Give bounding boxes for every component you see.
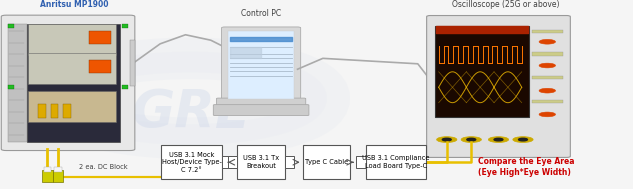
Circle shape xyxy=(539,40,556,44)
FancyBboxPatch shape xyxy=(213,105,309,115)
FancyBboxPatch shape xyxy=(427,15,570,157)
FancyBboxPatch shape xyxy=(8,24,27,142)
Bar xyxy=(8,24,14,28)
Bar xyxy=(51,104,58,118)
Polygon shape xyxy=(222,156,231,168)
Text: Type C Cable: Type C Cable xyxy=(304,159,348,165)
Circle shape xyxy=(489,137,509,143)
FancyBboxPatch shape xyxy=(27,24,120,142)
Bar xyxy=(89,31,111,44)
Bar xyxy=(54,167,62,172)
Bar xyxy=(532,53,563,56)
Circle shape xyxy=(437,137,457,143)
Text: Anritsu MP1900: Anritsu MP1900 xyxy=(40,0,108,9)
FancyBboxPatch shape xyxy=(366,146,426,179)
Polygon shape xyxy=(228,156,237,168)
Text: Control PC: Control PC xyxy=(241,9,281,19)
Text: GRL: GRL xyxy=(131,87,249,139)
Circle shape xyxy=(467,138,476,141)
FancyBboxPatch shape xyxy=(222,27,301,103)
Bar xyxy=(53,170,63,182)
FancyBboxPatch shape xyxy=(28,24,116,55)
Circle shape xyxy=(539,88,556,93)
Circle shape xyxy=(539,63,556,68)
Polygon shape xyxy=(356,156,366,168)
Bar xyxy=(44,167,51,172)
Circle shape xyxy=(518,138,527,141)
Text: 2 ea. DC Block: 2 ea. DC Block xyxy=(79,164,128,170)
Circle shape xyxy=(513,137,533,143)
Bar xyxy=(63,104,71,118)
FancyBboxPatch shape xyxy=(435,26,529,117)
Bar xyxy=(38,104,46,118)
Circle shape xyxy=(494,138,503,141)
Bar xyxy=(532,30,563,33)
Bar xyxy=(532,76,563,80)
FancyBboxPatch shape xyxy=(237,146,285,179)
Bar xyxy=(130,40,135,86)
Bar xyxy=(89,60,111,73)
Circle shape xyxy=(442,138,451,141)
FancyBboxPatch shape xyxy=(161,146,222,179)
Bar xyxy=(42,170,53,182)
Bar xyxy=(122,85,128,89)
Bar xyxy=(8,85,14,89)
Bar xyxy=(532,100,563,103)
Text: USB 3.1 Tx
Breakout: USB 3.1 Tx Breakout xyxy=(243,156,279,169)
FancyBboxPatch shape xyxy=(303,146,350,179)
FancyBboxPatch shape xyxy=(1,15,135,150)
FancyBboxPatch shape xyxy=(28,91,116,122)
FancyBboxPatch shape xyxy=(228,31,294,99)
Text: Compare the Eye Area
(Eye High*Eye Width): Compare the Eye Area (Eye High*Eye Width… xyxy=(478,157,575,177)
Bar xyxy=(122,24,128,28)
Text: USB 3.1 Compliance
Load Board Type-C: USB 3.1 Compliance Load Board Type-C xyxy=(362,156,430,169)
Circle shape xyxy=(461,137,481,143)
FancyBboxPatch shape xyxy=(28,53,116,84)
Text: USB 3.1 Mock
Host/Device Type-
C 7.2°: USB 3.1 Mock Host/Device Type- C 7.2° xyxy=(161,152,222,173)
Circle shape xyxy=(539,112,556,117)
Polygon shape xyxy=(285,156,294,168)
FancyBboxPatch shape xyxy=(216,98,306,108)
Text: Oscilloscope (25G or above): Oscilloscope (25G or above) xyxy=(451,0,559,9)
